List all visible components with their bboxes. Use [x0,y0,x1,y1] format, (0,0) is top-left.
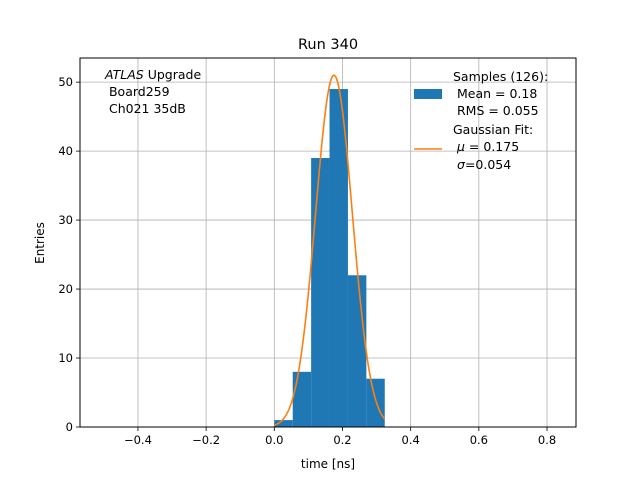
x-tick-label: 0.0 [265,433,283,447]
axes-frame [79,57,577,428]
chart-title: Run 340 [298,37,358,53]
legend-samples-patch [414,89,442,99]
x-tick-label: 0.6 [470,433,488,447]
legend: Samples (126): Mean = 0.18 RMS = 0.055 G… [414,69,548,172]
histogram-bar [292,371,312,427]
legend-samples-rms: RMS = 0.055 [453,103,539,118]
legend-fit-sigma: σ=0.054 [457,157,511,172]
board-label: Board259 [105,84,170,99]
x-tick-label: −0.2 [192,433,220,447]
y-tick-label: 50 [58,75,73,89]
histogram-bar [274,420,293,427]
histogram-bar [347,275,367,427]
histogram-bar [366,378,385,427]
gaussian-fit-curve [274,74,386,426]
legend-samples-title: Samples (126): [453,69,548,84]
x-axis-label: time [ns] [301,457,355,471]
upgrade-label: Upgrade [144,67,202,82]
legend-fit-title: Gaussian Fit: [453,122,533,137]
x-tick-label: 0.4 [402,433,420,447]
x-tick-label: 0.2 [333,433,351,447]
histogram-bar [329,89,348,427]
sigma-symbol: σ [457,157,466,172]
atlas-label: ATLAS [104,67,144,82]
axis-ticks: −0.4 −0.2 0.0 0.2 0.4 0.6 0.8 0 10 20 30 40 50 [58,75,556,447]
y-tick-label: 0 [66,420,73,434]
legend-samples-mean: Mean = 0.18 [453,86,537,101]
y-axis-label: Entries [33,222,47,264]
histogram-bar [311,158,330,427]
histogram-bars [274,89,385,427]
y-tick-label: 30 [58,213,73,227]
y-tick-label: 10 [58,351,73,365]
legend-fit-mu: μ = 0.175 [456,139,519,154]
sigma-value: =0.054 [465,157,511,172]
mu-value: = 0.175 [465,139,519,154]
channel-label: Ch021 35dB [105,101,186,116]
mu-symbol: μ [456,139,465,154]
y-tick-label: 20 [58,282,73,296]
atlas-annotation: ATLAS Upgrade [104,67,201,82]
x-tick-label: 0.8 [538,433,556,447]
y-tick-label: 40 [58,144,73,158]
x-tick-label: −0.4 [124,433,152,447]
